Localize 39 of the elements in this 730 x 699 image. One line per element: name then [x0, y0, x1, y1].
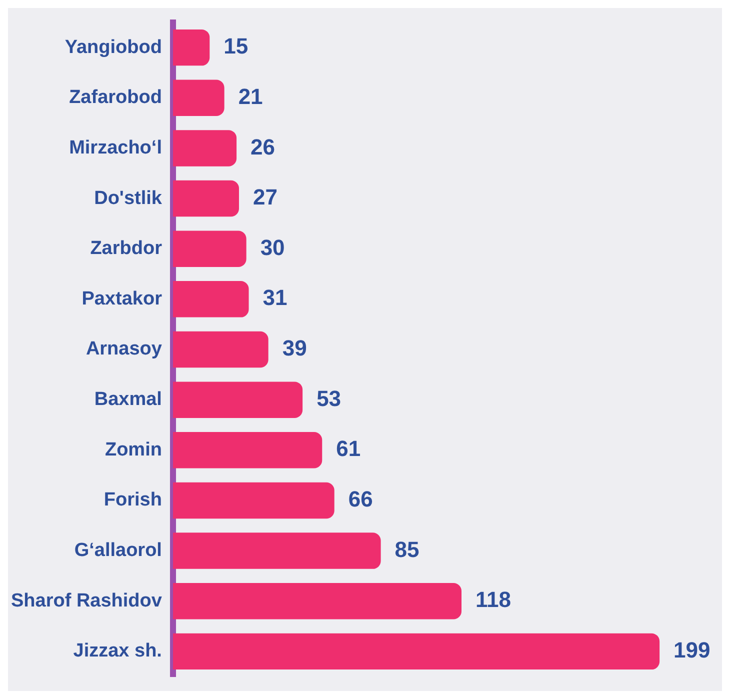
bar — [172, 432, 322, 468]
data-label: 39 — [282, 336, 307, 361]
data-label: 30 — [260, 234, 285, 260]
data-label: 31 — [262, 285, 288, 310]
bar — [172, 29, 210, 66]
bar — [172, 80, 224, 116]
bar — [172, 180, 239, 217]
bar — [172, 230, 246, 267]
y-tick-label: Zafarobod — [69, 87, 162, 108]
y-tick-label: Forish — [104, 490, 162, 511]
bar — [172, 482, 334, 519]
data-label: 61 — [336, 436, 361, 462]
y-tick-label: Mirzacho‘l — [69, 137, 162, 158]
data-label: 66 — [348, 486, 373, 512]
bar — [172, 633, 660, 670]
data-label: 21 — [238, 84, 263, 109]
y-tick-label: Sharof Rashidov — [10, 590, 162, 612]
data-label: 53 — [316, 386, 342, 411]
y-tick-label: Do'stlik — [94, 188, 162, 209]
y-tick-label: Zomin — [104, 439, 162, 460]
bar — [172, 583, 462, 620]
y-tick-label: Arnasoy — [86, 338, 162, 360]
y-tick-label: Paxtakor — [82, 288, 163, 310]
y-tick-label: Jizzax sh. — [73, 640, 162, 662]
y-tick-label: Zarbdor — [90, 238, 163, 260]
data-label: 27 — [252, 184, 278, 210]
data-label: 85 — [394, 536, 420, 562]
bar — [172, 331, 268, 368]
data-label: 15 — [224, 34, 248, 59]
bar — [172, 130, 237, 166]
bar — [172, 382, 303, 418]
y-tick-label: Baxmal — [94, 389, 162, 410]
bar — [172, 532, 381, 569]
y-tick-label: G‘allaorol — [74, 540, 162, 562]
data-label: 199 — [674, 638, 710, 662]
data-label: 118 — [476, 587, 511, 612]
bar — [172, 281, 249, 318]
data-label: 26 — [250, 134, 276, 160]
y-tick-label: Yangiobod — [64, 36, 162, 58]
